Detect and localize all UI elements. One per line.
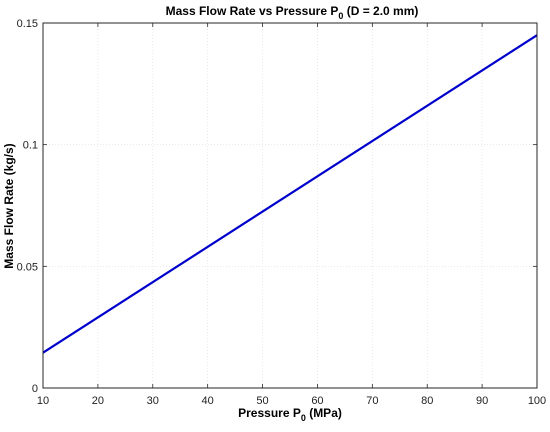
x-axis-ticks: 10 20 30 40 50 60 70 80 90 100: [37, 23, 546, 407]
x-axis-label-rest: (MPa): [306, 406, 342, 420]
x-tick-label: 50: [256, 395, 268, 407]
y-axis-label: Mass Flow Rate (kg/s): [2, 143, 16, 268]
chart-title: Mass Flow Rate vs Pressure P0 (D = 2.0 m…: [166, 4, 419, 21]
axes-box: [42, 22, 538, 389]
y-tick-label: 0.15: [17, 18, 38, 30]
chart-title-rest: (D = 2.0 mm): [343, 4, 418, 18]
x-tick-label: 30: [147, 395, 159, 407]
x-tick-label: 60: [311, 395, 323, 407]
y-tick-label: 0.1: [23, 140, 38, 152]
x-tick-label: 20: [92, 395, 104, 407]
x-axis-label: Pressure P0 (MPa): [238, 406, 342, 423]
x-tick-label: 100: [528, 395, 546, 407]
x-tick-label: 40: [202, 395, 214, 407]
series-group: [42, 34, 538, 354]
x-tick-label: 10: [37, 395, 49, 407]
x-tick-label: 70: [366, 395, 378, 407]
x-axis-label-main: Pressure P: [238, 406, 301, 420]
x-axis-label-subscript: 0: [301, 413, 306, 423]
y-tick-label: 0: [32, 383, 38, 395]
series-line: [42, 34, 538, 354]
chart-title-subscript: 0: [338, 11, 343, 21]
plot-area: [43, 23, 537, 388]
y-axis-ticks: 0 0.05 0.1 0.15: [17, 18, 537, 395]
chart-title-main: Mass Flow Rate vs Pressure P: [166, 4, 339, 18]
x-tick-label: 80: [421, 395, 433, 407]
y-tick-label: 0.05: [17, 261, 38, 273]
x-tick-label: 90: [476, 395, 488, 407]
grid-lines: [43, 23, 537, 388]
